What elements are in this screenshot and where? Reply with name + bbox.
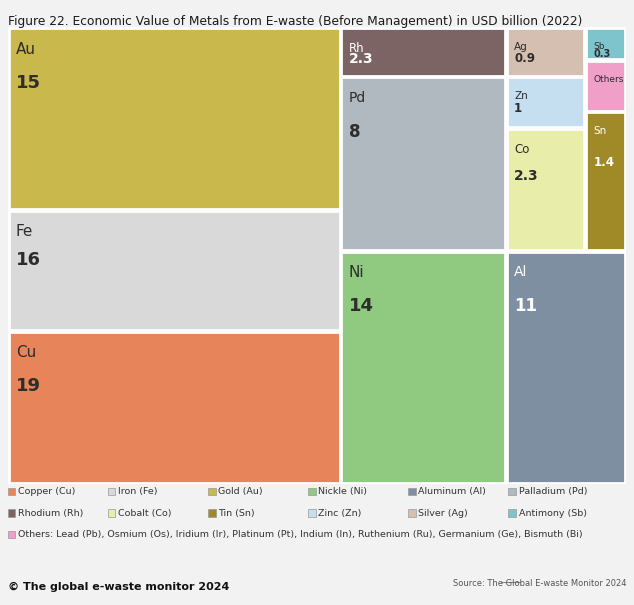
Text: Others: Others <box>593 74 624 83</box>
Text: 2.3: 2.3 <box>514 169 539 183</box>
Text: Cu: Cu <box>16 345 36 361</box>
Text: Rhodium (Rh): Rhodium (Rh) <box>18 509 83 517</box>
Text: 16: 16 <box>16 250 41 269</box>
Text: 15: 15 <box>16 74 41 91</box>
Text: Au: Au <box>16 42 36 57</box>
Text: 0.9: 0.9 <box>514 52 535 65</box>
Text: Others: Lead (Pb), Osmium (Os), Iridium (Ir), Platinum (Pt), Indium (In), Ruthen: Others: Lead (Pb), Osmium (Os), Iridium … <box>18 531 583 539</box>
Text: Nickle (Ni): Nickle (Ni) <box>318 487 367 495</box>
Text: Figure 22. Economic Value of Metals from E-waste (Before Management) in USD bill: Figure 22. Economic Value of Metals from… <box>8 15 582 28</box>
Text: Sn: Sn <box>593 126 607 136</box>
Bar <box>8 28 340 209</box>
Text: 19: 19 <box>16 378 41 395</box>
Bar <box>586 113 626 250</box>
Bar <box>8 211 340 330</box>
Text: Zinc (Zn): Zinc (Zn) <box>318 509 361 517</box>
Text: Source: The Global E-waste Monitor 2024: Source: The Global E-waste Monitor 2024 <box>453 579 626 588</box>
Text: 1: 1 <box>514 102 522 115</box>
Text: 8: 8 <box>349 123 360 141</box>
Text: Pd: Pd <box>349 91 366 105</box>
Text: Copper (Cu): Copper (Cu) <box>18 487 75 495</box>
Text: 11: 11 <box>514 298 537 315</box>
Text: Aluminum (Al): Aluminum (Al) <box>418 487 486 495</box>
Bar <box>586 60 626 111</box>
Text: 14: 14 <box>349 298 374 315</box>
Text: Co: Co <box>514 143 529 155</box>
Text: 2.3: 2.3 <box>349 52 373 66</box>
Bar <box>586 28 626 59</box>
Text: Sb: Sb <box>593 42 605 51</box>
Text: Fe: Fe <box>16 224 34 240</box>
Text: Cobalt (Co): Cobalt (Co) <box>118 509 171 517</box>
Text: © The global e-waste monitor 2024: © The global e-waste monitor 2024 <box>8 581 229 592</box>
Bar <box>507 77 584 128</box>
Bar <box>8 332 340 483</box>
Text: 0.3: 0.3 <box>593 48 611 59</box>
Bar <box>342 77 505 250</box>
Text: Al: Al <box>514 266 527 280</box>
Text: Palladium (Pd): Palladium (Pd) <box>519 487 587 495</box>
Text: Tin (Sn): Tin (Sn) <box>218 509 255 517</box>
Bar <box>507 252 626 483</box>
Text: Gold (Au): Gold (Au) <box>218 487 262 495</box>
Text: Antimony (Sb): Antimony (Sb) <box>519 509 586 517</box>
Text: Rh: Rh <box>349 42 365 54</box>
Bar <box>342 28 505 76</box>
Text: Ni: Ni <box>349 266 365 281</box>
Text: Iron (Fe): Iron (Fe) <box>118 487 157 495</box>
Bar <box>507 129 584 250</box>
Text: 1.4: 1.4 <box>593 157 614 169</box>
Bar <box>342 252 505 483</box>
Text: Ag: Ag <box>514 42 528 51</box>
Text: Zn: Zn <box>514 91 528 101</box>
Text: Silver (Ag): Silver (Ag) <box>418 509 468 517</box>
Bar <box>507 28 584 76</box>
